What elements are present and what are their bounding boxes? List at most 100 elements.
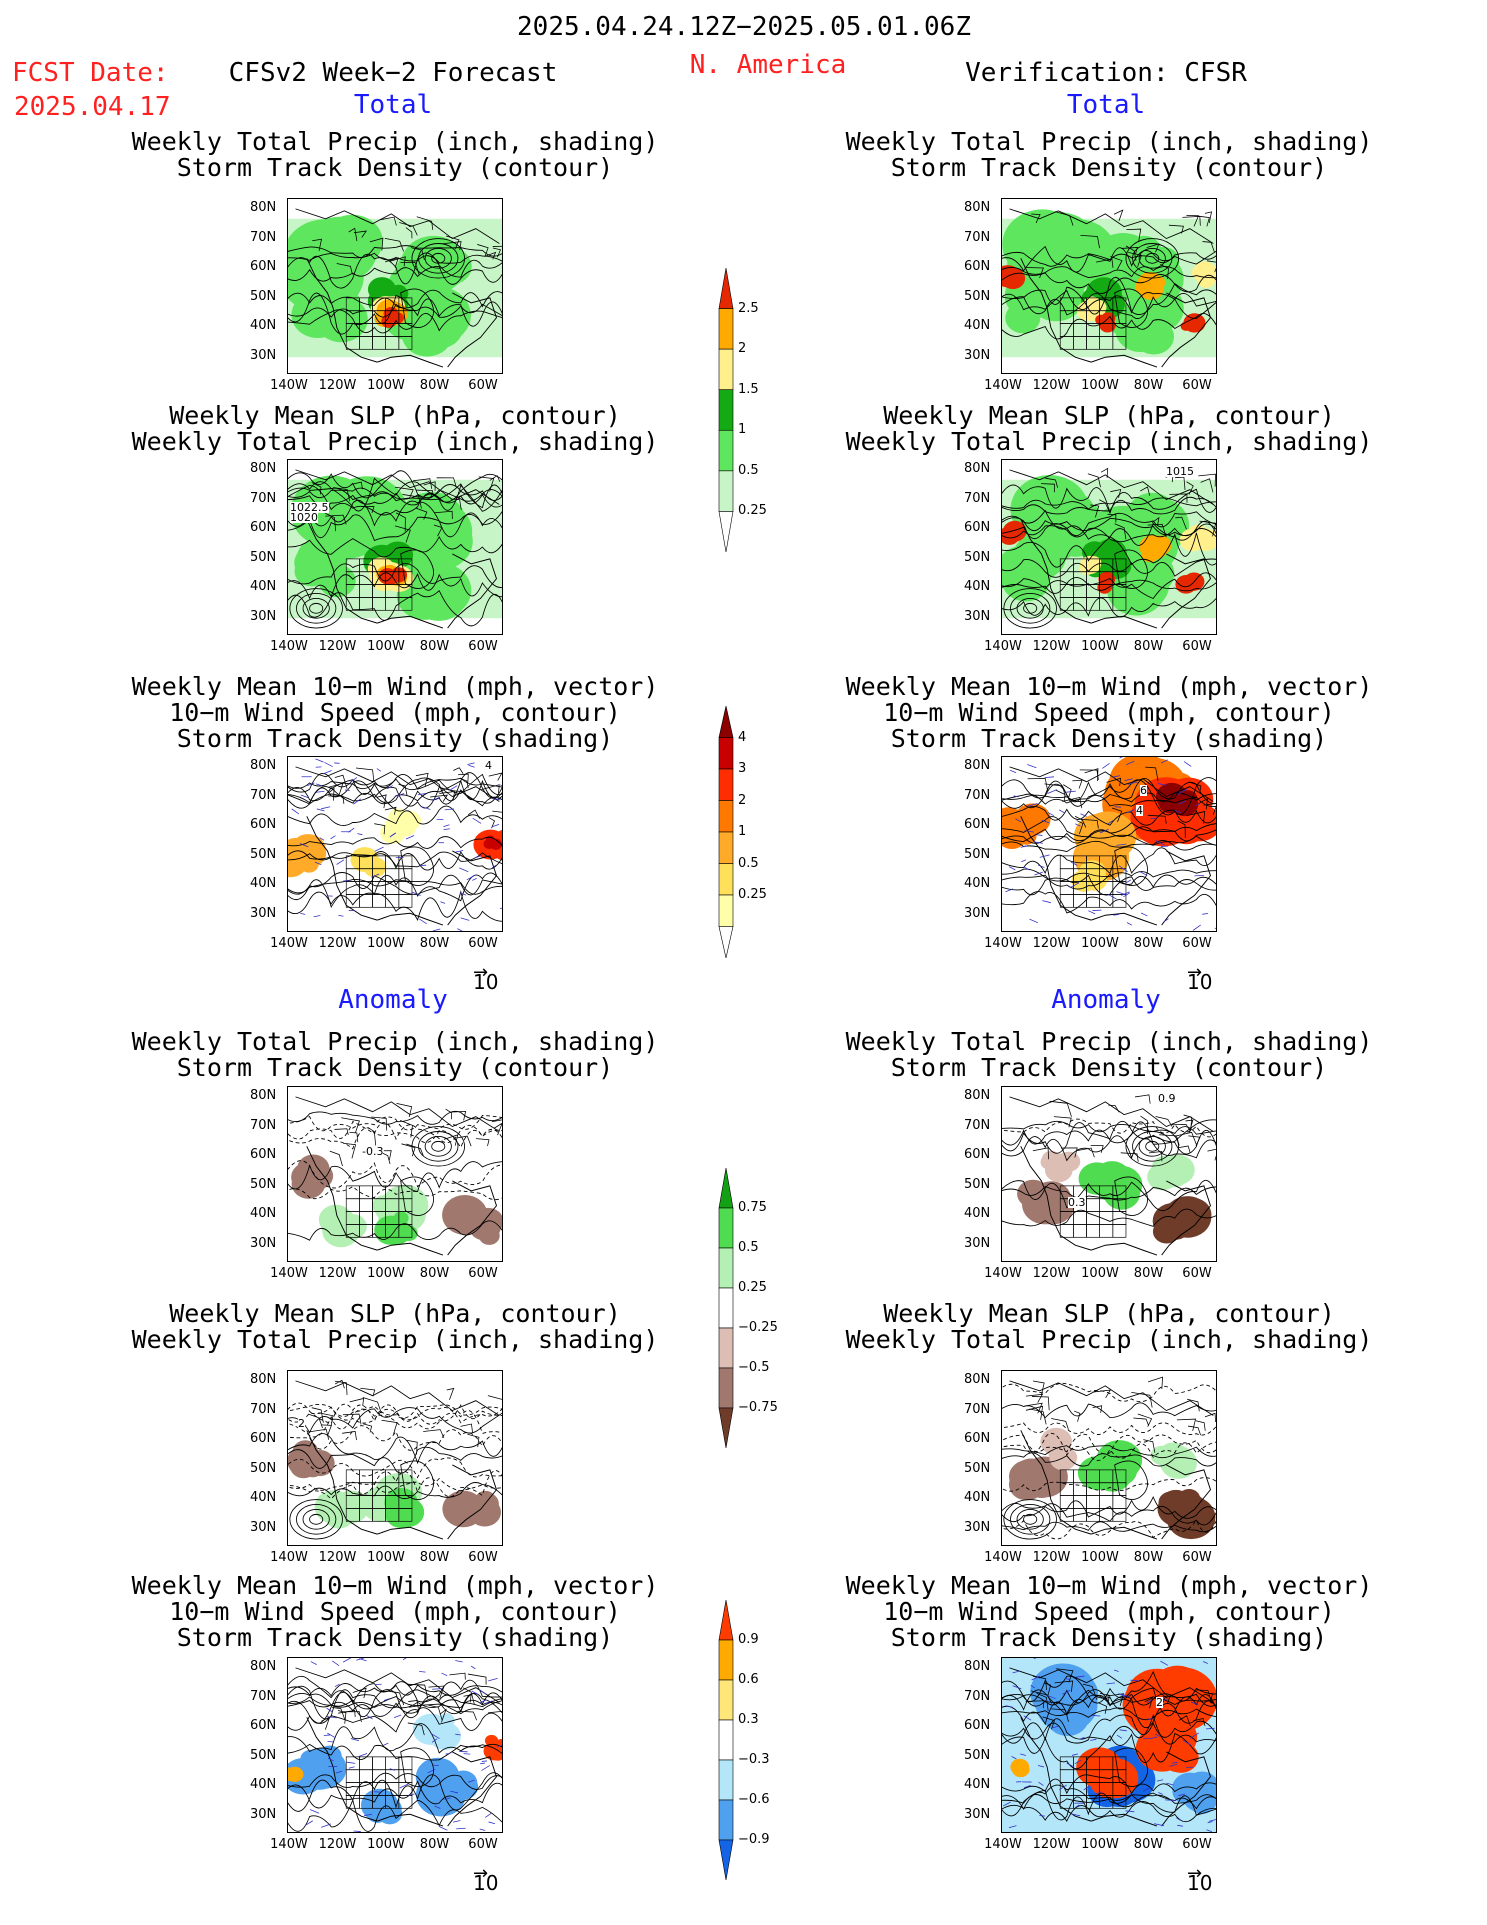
cfsr-total-precip-storm-lat-tick: 30N: [964, 347, 991, 363]
fcst-total-precip-storm-lat-tick: 40N: [250, 318, 277, 333]
cfsr-total-wind-lat-tick: 30N: [964, 905, 991, 921]
fcst-anom-slp-precip-map: [287, 1370, 503, 1546]
cfsr-anom-wind-lat-tick: 50N: [964, 1747, 991, 1763]
fcst-total-slp-precip-lat-tick: 80N: [250, 461, 277, 476]
cfsr-total-wind-lat-tick: 50N: [964, 846, 991, 862]
fcst-total-wind-map: [287, 756, 503, 932]
left-column-title: CFSv2 Week−2 Forecast: [228, 58, 558, 88]
fcst-anom-precip-storm-lat-tick: 50N: [250, 1176, 277, 1192]
cfsr-anom-slp-precip-lon-tick: 60W: [1182, 1550, 1212, 1565]
contour-label: -0.3: [362, 1145, 384, 1158]
fcst-total-slp-precip-lon-tick: 140W: [270, 639, 308, 654]
cfsr-anom-slp-precip-map: [1001, 1370, 1217, 1546]
fcst-total-precip-storm-lon-tick: 60W: [468, 378, 498, 393]
fcst-total-slp-precip-lat-tick: 40N: [250, 579, 277, 594]
fcst-anom-slp-precip-lat-tick: 70N: [250, 1401, 277, 1417]
cfsr-total-wind-lon-tick: 100W: [1081, 936, 1119, 951]
vector-ref-arrow-icon: →: [473, 962, 489, 983]
cfsr-anom-slp-precip-lat-tick: 40N: [964, 1490, 991, 1505]
cfsr-total-slp-precip-lat-tick: 50N: [964, 549, 991, 565]
colorbar-storm-total: [716, 705, 736, 962]
colorbar-precip-anom-label: 0.5: [738, 1240, 759, 1255]
cfsr-total-slp-precip-title-2: Weekly Total Precip (inch, shading): [845, 427, 1373, 456]
fcst-anom-wind-title-3: Storm Track Density (shading): [176, 1623, 614, 1652]
fcst-total-precip-storm-lon-tick: 120W: [318, 378, 357, 393]
period-title: 2025.04.24.12Z−2025.05.01.06Z: [517, 12, 971, 42]
fcst-anom-wind-lat-tick: 80N: [250, 1659, 277, 1674]
cfsr-total-wind-lon-tick: 60W: [1182, 936, 1212, 951]
cfsr-anom-slp-precip-lon-tick: 140W: [984, 1550, 1022, 1565]
vector-ref-arrow-icon: →: [473, 1863, 489, 1884]
fcst-anom-precip-storm-lat-tick: 80N: [250, 1088, 277, 1103]
cfsr-anom-wind-vector-ref: → 10: [1187, 1863, 1213, 1895]
section-total-left: Total: [353, 90, 433, 120]
cfsr-total-wind-lat-tick: 80N: [964, 758, 991, 773]
fcst-total-slp-precip-lon-tick: 120W: [318, 639, 357, 654]
cfsr-total-slp-precip-lon-tick: 100W: [1081, 639, 1119, 654]
colorbar-precip-total-label: 1.5: [738, 381, 759, 397]
cfsr-anom-slp-precip-lat-tick: 30N: [964, 1519, 991, 1535]
cfsr-anom-precip-storm-lat-tick: 40N: [964, 1206, 991, 1221]
fcst-anom-slp-precip-lon-tick: 120W: [318, 1550, 357, 1565]
cfsr-anom-wind-lon-tick: 140W: [984, 1837, 1022, 1852]
cfsr-anom-slp-precip-lon-tick: 100W: [1081, 1550, 1119, 1565]
fcst-total-wind-lat-tick: 70N: [250, 787, 277, 803]
cfsr-anom-wind-lon-tick: 120W: [1032, 1837, 1071, 1852]
cfsr-total-slp-precip-lat-tick: 70N: [964, 490, 991, 506]
cfsr-anom-precip-storm-title-2: Storm Track Density (contour): [890, 1053, 1328, 1082]
fcst-total-wind-vector-ref: → 10: [473, 962, 498, 994]
contour-label: 1015: [1166, 465, 1194, 478]
contour-label: 6: [1140, 784, 1147, 797]
cfsr-total-precip-storm-lon-tick: 80W: [1133, 378, 1164, 393]
fcst-total-wind-title-1: Weekly Mean 10−m Wind (mph, vector): [131, 672, 659, 701]
cfsr-total-slp-precip-lat-tick: 30N: [964, 608, 991, 624]
fcst-anom-wind-lon-tick: 100W: [367, 1837, 405, 1852]
fcst-total-wind-lon-tick: 100W: [367, 936, 405, 951]
fcst-total-precip-storm-lat-tick: 30N: [250, 347, 277, 363]
cfsr-anom-wind-lat-tick: 30N: [964, 1806, 991, 1822]
cfsr-anom-slp-precip-title-2: Weekly Total Precip (inch, shading): [845, 1325, 1373, 1354]
fcst-total-precip-storm-lon-tick: 140W: [270, 378, 308, 393]
cfsr-anom-precip-storm-lat-tick: 80N: [964, 1088, 991, 1103]
fcst-anom-slp-precip-lat-tick: 60N: [250, 1431, 277, 1446]
cfsr-anom-wind-title-2: 10−m Wind Speed (mph, contour): [883, 1597, 1335, 1626]
contour-label: 2: [298, 1417, 305, 1430]
fcst-anom-precip-storm-lat-tick: 30N: [250, 1235, 277, 1251]
cfsr-total-precip-storm-lon-tick: 140W: [984, 378, 1022, 393]
fcst-total-wind-lat-tick: 40N: [250, 876, 277, 891]
fcst-total-slp-precip-title-2: Weekly Total Precip (inch, shading): [131, 427, 659, 456]
cfsr-anom-wind-lat-tick: 60N: [964, 1718, 991, 1733]
cfsr-anom-precip-storm-lon-tick: 100W: [1081, 1266, 1119, 1281]
fcst-total-wind-title-2: 10−m Wind Speed (mph, contour): [169, 698, 621, 727]
cfsr-total-slp-precip-lat-tick: 80N: [964, 461, 991, 476]
fcst-total-precip-storm-lon-tick: 80W: [419, 378, 450, 393]
fcst-anom-slp-precip-title-1: Weekly Mean SLP (hPa, contour): [169, 1299, 621, 1328]
cfsr-total-wind-lat-tick: 60N: [964, 817, 991, 832]
cfsr-total-wind-vector-ref: → 10: [1187, 962, 1213, 994]
fcst-anom-precip-storm-lon-tick: 120W: [318, 1266, 357, 1281]
cfsr-anom-slp-precip-lon-tick: 80W: [1133, 1550, 1164, 1565]
fcst-anom-precip-storm-lon-tick: 100W: [367, 1266, 405, 1281]
vector-ref-value: 10: [1187, 970, 1213, 994]
vector-ref-value: 10: [1187, 1871, 1213, 1895]
fcst-anom-precip-storm-title-1: Weekly Total Precip (inch, shading): [131, 1027, 659, 1056]
colorbar-storm-total-label: 3: [738, 761, 747, 776]
fcst-total-wind-lat-tick: 60N: [250, 817, 277, 832]
right-column-title: Verification: CFSR: [965, 58, 1247, 88]
vector-ref-arrow-icon: →: [1187, 962, 1203, 983]
fcst-anom-precip-storm-title-2: Storm Track Density (contour): [176, 1053, 614, 1082]
contour-label: 0.3: [1068, 1196, 1086, 1209]
fcst-anom-wind-lat-tick: 60N: [250, 1718, 277, 1733]
cfsr-total-slp-precip-title-1: Weekly Mean SLP (hPa, contour): [883, 401, 1335, 430]
cfsr-anom-precip-storm-map: [1001, 1086, 1217, 1262]
cfsr-anom-wind-lon-tick: 60W: [1182, 1837, 1212, 1852]
fcst-total-slp-precip-lon-tick: 80W: [419, 639, 450, 654]
cfsr-anom-precip-storm-lat-tick: 60N: [964, 1147, 991, 1162]
fcst-anom-wind-map: [287, 1657, 503, 1833]
cfsr-total-precip-storm-lat-tick: 70N: [964, 229, 991, 245]
fcst-total-precip-storm-lat-tick: 60N: [250, 259, 277, 274]
cfsr-anom-precip-storm-lon-tick: 80W: [1133, 1266, 1164, 1281]
vector-ref-arrow-icon: →: [1187, 1863, 1203, 1884]
cfsr-anom-wind-title-3: Storm Track Density (shading): [890, 1623, 1328, 1652]
colorbar-storm-anom-label: 0.6: [738, 1672, 759, 1687]
